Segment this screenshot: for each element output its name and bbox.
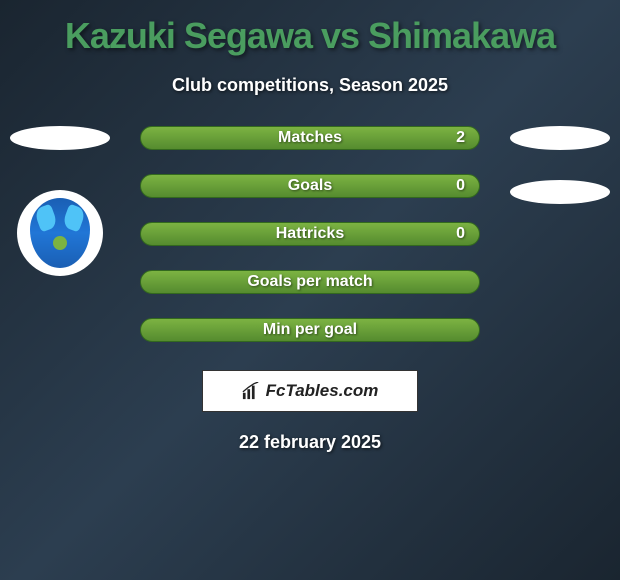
stat-label: Hattricks <box>276 225 344 243</box>
club-logo-ball-icon <box>53 236 67 250</box>
stat-value-right: 0 <box>456 225 465 243</box>
stat-bar-goals: Goals 0 <box>140 174 480 198</box>
stats-area: Matches 2 Goals 0 Hattricks 0 Goals per … <box>0 126 620 342</box>
club-logo-left <box>17 190 103 276</box>
player-right-ellipse-2 <box>510 180 610 204</box>
chart-icon <box>242 382 260 400</box>
stat-value-right: 0 <box>456 177 465 195</box>
stat-label: Min per goal <box>263 321 357 339</box>
stat-value-right: 2 <box>456 129 465 147</box>
player-left-ellipse <box>10 126 110 150</box>
left-player-column <box>10 126 110 276</box>
date-text: 22 february 2025 <box>239 432 381 453</box>
stat-bar-goals-per-match: Goals per match <box>140 270 480 294</box>
brand-box[interactable]: FcTables.com <box>202 370 418 412</box>
club-logo-shield-icon <box>30 198 90 268</box>
stat-label: Goals <box>288 177 332 195</box>
page-subtitle: Club competitions, Season 2025 <box>172 75 448 96</box>
stat-bar-min-per-goal: Min per goal <box>140 318 480 342</box>
stat-bar-matches: Matches 2 <box>140 126 480 150</box>
stat-label: Matches <box>278 129 342 147</box>
right-player-column <box>510 126 610 234</box>
stat-bar-hattricks: Hattricks 0 <box>140 222 480 246</box>
brand-text: FcTables.com <box>266 381 379 401</box>
club-logo-wings-icon <box>35 206 85 236</box>
stat-label: Goals per match <box>247 273 372 291</box>
stat-bars-container: Matches 2 Goals 0 Hattricks 0 Goals per … <box>140 126 480 342</box>
page-title: Kazuki Segawa vs Shimakawa <box>65 15 555 57</box>
player-right-ellipse-1 <box>510 126 610 150</box>
